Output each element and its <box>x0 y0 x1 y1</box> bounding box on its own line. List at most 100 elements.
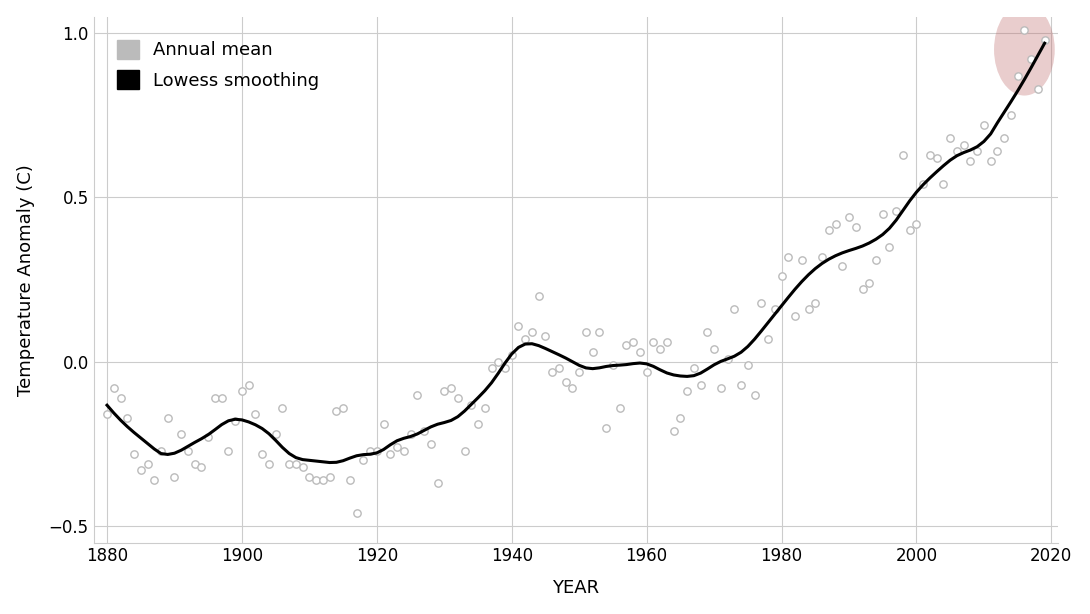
Point <box>125 449 143 459</box>
Point <box>853 284 871 294</box>
Point <box>517 334 534 344</box>
Point <box>153 446 170 456</box>
Point <box>827 219 845 228</box>
Point <box>678 386 695 396</box>
Point <box>928 153 945 163</box>
Point <box>206 393 223 403</box>
Point <box>840 212 858 222</box>
Point <box>422 439 439 449</box>
Point <box>813 252 831 262</box>
Point <box>719 354 737 363</box>
Point <box>261 459 278 468</box>
Point <box>375 419 392 429</box>
Point <box>935 179 953 189</box>
Point <box>948 147 966 157</box>
Point <box>119 413 136 422</box>
Point <box>489 357 507 367</box>
Point <box>982 157 1000 166</box>
Point <box>794 255 811 265</box>
Point <box>773 271 790 281</box>
Point <box>362 446 379 456</box>
Point <box>146 475 164 485</box>
Point <box>908 219 925 228</box>
Point <box>443 383 460 393</box>
Point <box>671 413 689 422</box>
Point <box>921 150 938 160</box>
Point <box>786 311 803 321</box>
Point <box>834 262 851 271</box>
Point <box>726 305 743 314</box>
Point <box>502 351 520 360</box>
Point <box>868 255 885 265</box>
Point <box>395 446 412 456</box>
Point <box>483 363 500 373</box>
Point <box>665 426 682 436</box>
Point <box>989 147 1006 157</box>
Point <box>179 446 196 456</box>
Point <box>712 383 729 393</box>
Point <box>874 209 892 219</box>
Point <box>618 340 635 350</box>
Point <box>807 298 824 308</box>
Point <box>955 140 972 150</box>
Point <box>652 344 669 354</box>
Point <box>1009 71 1027 81</box>
Point <box>800 305 818 314</box>
Point <box>307 475 325 485</box>
Point <box>686 363 703 373</box>
Point <box>658 337 676 347</box>
Point <box>138 459 156 468</box>
Point <box>240 380 257 390</box>
Point <box>597 422 615 432</box>
Point <box>199 432 217 442</box>
Point <box>961 157 979 166</box>
Point <box>227 416 244 426</box>
Point <box>301 472 318 482</box>
Point <box>320 472 338 482</box>
Legend: Annual mean, Lowess smoothing: Annual mean, Lowess smoothing <box>102 26 334 104</box>
Point <box>557 376 574 386</box>
Point <box>976 120 993 130</box>
Point <box>881 242 898 252</box>
Point <box>915 179 932 189</box>
Point <box>449 393 467 403</box>
Point <box>348 508 365 518</box>
Point <box>159 413 177 422</box>
Point <box>166 472 183 482</box>
Point <box>388 442 405 452</box>
Point <box>847 222 864 232</box>
Point <box>280 459 298 468</box>
Point <box>354 456 372 465</box>
Point <box>98 410 116 419</box>
Point <box>1002 111 1019 120</box>
Point <box>523 327 541 337</box>
Point <box>625 337 642 347</box>
Point <box>496 363 513 373</box>
Point <box>368 446 386 456</box>
Point <box>402 429 420 439</box>
Point <box>820 225 837 235</box>
Point <box>294 462 312 472</box>
Point <box>732 380 750 390</box>
Point <box>901 225 919 235</box>
Point <box>1016 25 1033 35</box>
Point <box>578 327 595 337</box>
Point <box>604 360 621 370</box>
Point <box>887 206 905 216</box>
Point <box>705 344 723 354</box>
Point <box>894 150 911 160</box>
Point <box>995 133 1013 143</box>
Point <box>213 393 230 403</box>
Point <box>1036 35 1053 45</box>
Point <box>186 459 204 468</box>
Point <box>692 380 710 390</box>
Point <box>752 298 770 308</box>
Point <box>132 465 149 475</box>
Point <box>246 410 264 419</box>
Point <box>314 475 331 485</box>
Point <box>112 393 130 403</box>
Point <box>631 347 649 357</box>
Point <box>942 133 959 143</box>
Point <box>470 419 487 429</box>
Y-axis label: Temperature Anomaly (C): Temperature Anomaly (C) <box>16 164 35 395</box>
